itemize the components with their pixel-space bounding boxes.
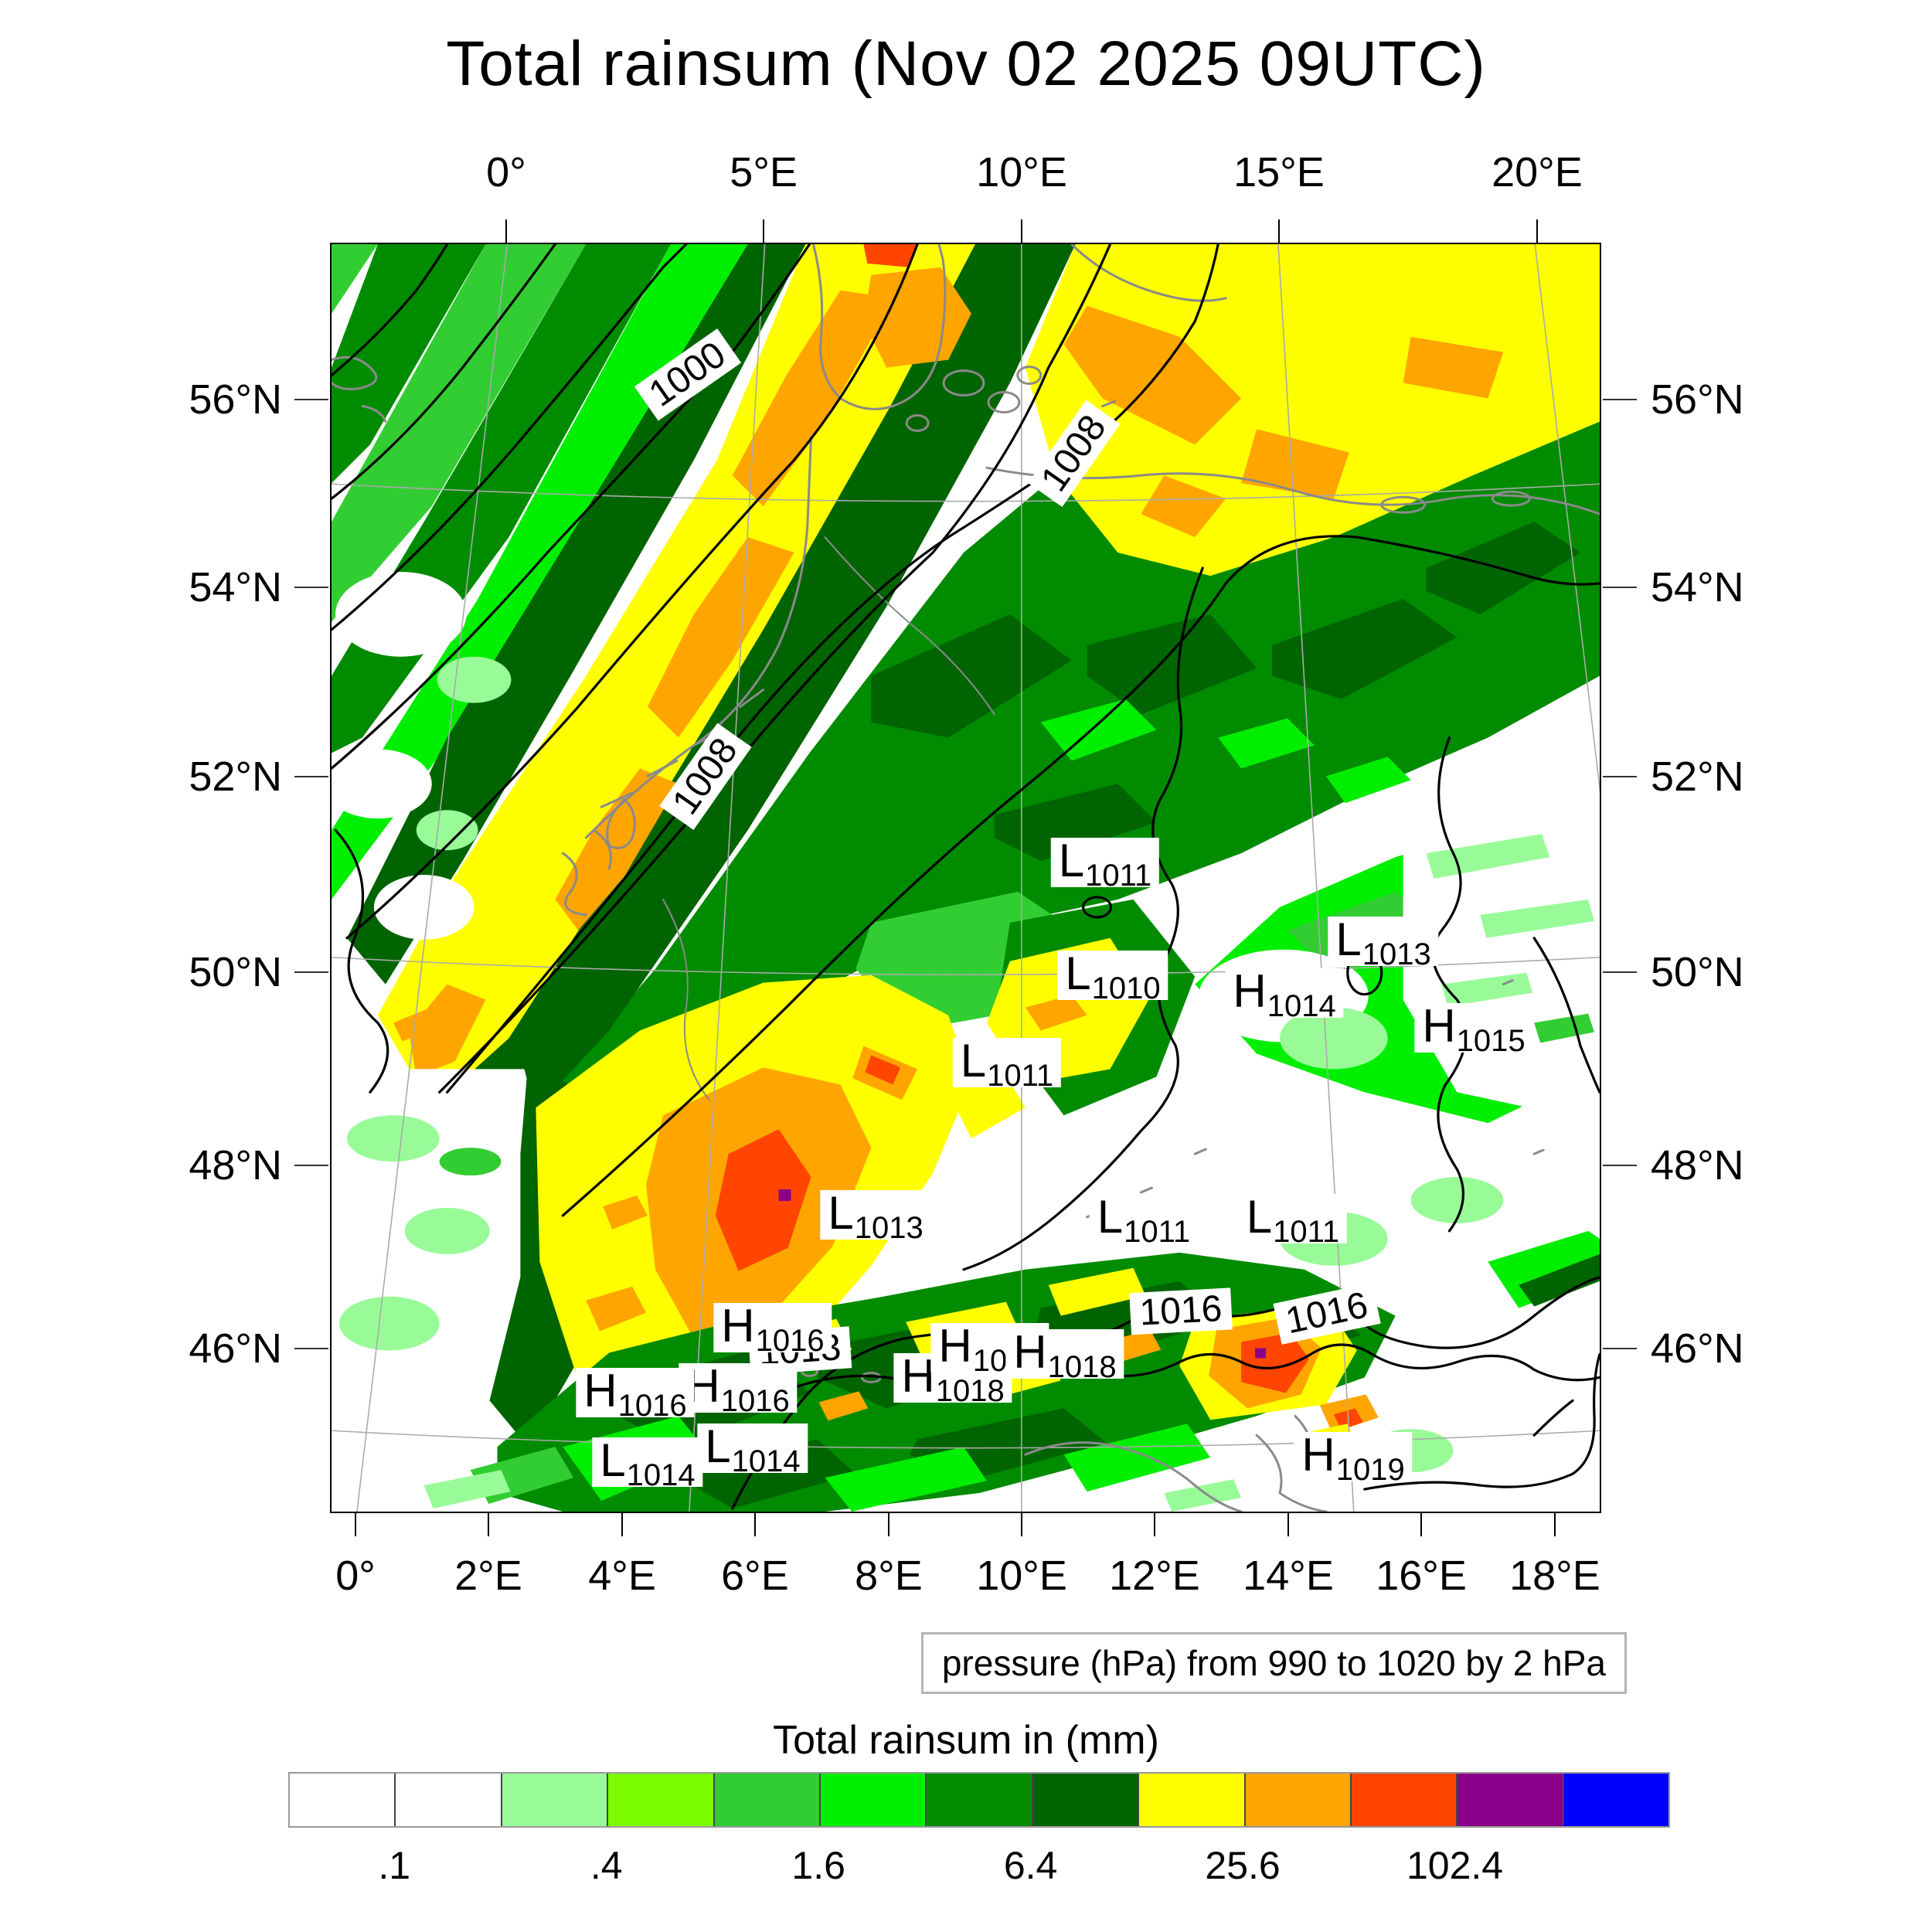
rain-map-svg [332, 244, 1600, 1512]
left-axis-label: 56°N [189, 376, 282, 423]
colorbar-tick-label: 25.6 [1205, 1844, 1281, 1887]
colorbar-cell [290, 1774, 396, 1826]
bottom-axis-tick [1287, 1513, 1289, 1536]
bottom-axis-tick [621, 1513, 624, 1536]
colorbar-tick-label: 102.4 [1406, 1844, 1504, 1887]
colorbar-cell [396, 1774, 502, 1826]
bottom-axis-label: 0° [335, 1553, 376, 1599]
bottom-axis-tick [1553, 1513, 1556, 1536]
top-axis-label: 10°E [976, 149, 1067, 196]
top-axis-tick [505, 219, 507, 243]
map-frame [330, 243, 1601, 1513]
colorbar-cell [1563, 1774, 1669, 1826]
colorbar-cell [820, 1774, 927, 1826]
left-axis-tick [294, 1347, 328, 1349]
left-axis-tick [294, 587, 328, 589]
left-axis-label: 48°N [189, 1142, 282, 1189]
bottom-axis-tick [1021, 1513, 1023, 1536]
top-axis-label: 5°E [730, 149, 798, 196]
bottom-axis-tick [1153, 1513, 1155, 1536]
top-axis-label: 20°E [1492, 149, 1583, 196]
colorbar-cell [1032, 1774, 1140, 1826]
bottom-axis-tick [355, 1513, 357, 1536]
left-axis-tick [294, 1165, 328, 1167]
colorbar-tick-label: .1 [378, 1844, 411, 1887]
page-title: Total rainsum (Nov 02 2025 09UTC) [446, 29, 1486, 99]
colorbar-cell [714, 1774, 821, 1826]
bottom-axis-label: 14°E [1243, 1553, 1334, 1599]
colorbar-cell [608, 1774, 715, 1826]
left-axis-label: 54°N [189, 564, 282, 611]
right-axis-tick [1603, 775, 1637, 777]
right-axis-label: 50°N [1651, 948, 1744, 995]
pressure-caption-box: pressure (hPa) from 990 to 1020 by 2 hPa [920, 1632, 1627, 1694]
bottom-axis-label: 8°E [855, 1553, 923, 1599]
bottom-axis-label: 16°E [1376, 1553, 1467, 1599]
bottom-axis-label: 6°E [721, 1553, 789, 1599]
left-axis-label: 50°N [189, 948, 282, 995]
rainfall-fill-layer [332, 244, 1600, 1512]
legend-title: Total rainsum in (mm) [773, 1718, 1159, 1763]
right-axis-label: 52°N [1651, 753, 1744, 800]
bottom-axis-tick [887, 1513, 889, 1536]
colorbar-cell [1458, 1774, 1564, 1826]
right-axis-tick [1603, 1165, 1637, 1167]
colorbar-cell [1139, 1774, 1246, 1826]
top-axis-tick [1277, 219, 1280, 243]
bottom-axis-tick [1420, 1513, 1423, 1536]
colorbar [288, 1772, 1670, 1828]
right-axis-tick [1603, 399, 1637, 401]
left-axis-tick [294, 399, 328, 401]
left-axis-label: 52°N [189, 753, 282, 800]
top-axis-tick [763, 219, 765, 243]
right-axis-tick [1603, 1347, 1637, 1349]
colorbar-cell [1351, 1774, 1458, 1826]
left-axis-tick [294, 775, 328, 777]
top-axis-tick [1021, 219, 1023, 243]
left-axis-label: 46°N [189, 1325, 282, 1372]
colorbar-cell [927, 1774, 1033, 1826]
top-axis-tick [1536, 219, 1538, 243]
right-axis-label: 56°N [1651, 376, 1744, 423]
bottom-axis-label: 10°E [976, 1553, 1067, 1599]
bottom-axis-label: 12°E [1109, 1553, 1200, 1599]
bottom-axis-tick [753, 1513, 756, 1536]
top-axis-label: 0° [486, 149, 526, 196]
bottom-axis-tick [487, 1513, 489, 1536]
colorbar-cell [502, 1774, 609, 1826]
right-axis-tick [1603, 971, 1637, 973]
left-axis-tick [294, 971, 328, 973]
right-axis-tick [1603, 587, 1637, 589]
bottom-axis-label: 4°E [588, 1553, 656, 1599]
top-axis-label: 15°E [1233, 149, 1325, 196]
right-axis-label: 48°N [1651, 1142, 1744, 1189]
colorbar-tick-label: 1.6 [791, 1844, 845, 1887]
right-axis-label: 46°N [1651, 1325, 1744, 1372]
colorbar-cell [1245, 1774, 1352, 1826]
colorbar-tick-label: .4 [590, 1844, 623, 1887]
colorbar-tick-label: 6.4 [1003, 1844, 1058, 1887]
right-axis-label: 54°N [1651, 564, 1744, 611]
bottom-axis-label: 18°E [1509, 1553, 1600, 1599]
bottom-axis-label: 2°E [454, 1553, 522, 1599]
